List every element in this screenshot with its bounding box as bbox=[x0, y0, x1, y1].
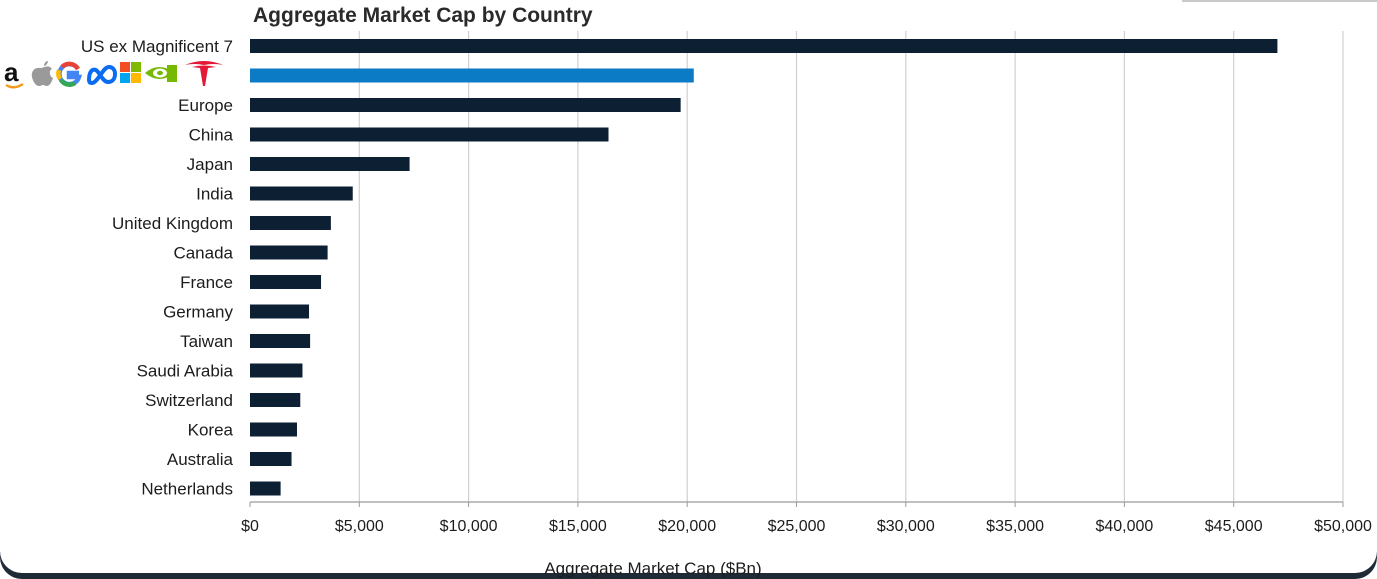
category-label: India bbox=[196, 185, 233, 204]
bar bbox=[250, 422, 297, 437]
category-label: France bbox=[180, 273, 233, 292]
category-label: China bbox=[189, 126, 234, 145]
x-tick-label: $40,000 bbox=[1095, 518, 1153, 535]
x-axis-title: Aggregate Market Cap ($Bn) bbox=[544, 559, 761, 578]
category-label: Netherlands bbox=[141, 480, 233, 499]
category-label: US ex Magnificent 7 bbox=[81, 37, 233, 56]
category-label: Switzerland bbox=[145, 391, 233, 410]
x-tick-label: $15,000 bbox=[549, 518, 607, 535]
top-edge-bar bbox=[1182, 0, 1377, 2]
bar bbox=[250, 393, 301, 407]
bar bbox=[250, 363, 303, 378]
x-tick-label: $50,000 bbox=[1314, 518, 1372, 535]
category-label: Europe bbox=[178, 96, 233, 115]
bar bbox=[250, 275, 322, 289]
meta-logo bbox=[86, 64, 118, 86]
x-axis-ticks: $0 $5,000 $10,000 $15,000 $20,000 $25,000 $30,… bbox=[241, 502, 1372, 535]
category-label: Saudi Arabia bbox=[137, 362, 234, 381]
bar bbox=[250, 216, 331, 230]
bars bbox=[250, 39, 1278, 496]
category-label: Taiwan bbox=[180, 332, 233, 351]
tesla-logo bbox=[185, 61, 223, 86]
x-tick-label: $20,000 bbox=[658, 518, 716, 535]
bar bbox=[250, 481, 281, 496]
category-label: Australia bbox=[167, 450, 234, 469]
microsoft-logo bbox=[120, 62, 141, 83]
category-label: Japan bbox=[187, 155, 233, 174]
x-tick-label: $25,000 bbox=[768, 518, 826, 535]
x-tick-label: $45,000 bbox=[1205, 518, 1263, 535]
chart-title: Aggregate Market Cap by Country bbox=[253, 4, 593, 27]
bar bbox=[250, 39, 1278, 53]
category-label: Germany bbox=[163, 303, 233, 322]
nvidia-logo bbox=[145, 65, 177, 82]
bar bbox=[250, 452, 292, 466]
magnificent-7-logos: a bbox=[4, 57, 223, 89]
apple-logo bbox=[31, 61, 53, 86]
bar bbox=[250, 68, 694, 83]
category-label: United Kingdom bbox=[112, 214, 233, 233]
amazon-logo: a bbox=[4, 57, 24, 89]
x-tick-label: $0 bbox=[241, 518, 259, 535]
svg-text:a: a bbox=[4, 57, 19, 87]
category-label: Canada bbox=[173, 244, 233, 263]
bar bbox=[250, 304, 310, 319]
bar bbox=[250, 334, 311, 348]
x-tick-label: $30,000 bbox=[877, 518, 935, 535]
category-label: Korea bbox=[188, 421, 234, 440]
bar bbox=[250, 98, 681, 112]
x-tick-label: $5,000 bbox=[335, 518, 384, 535]
bar bbox=[250, 186, 353, 201]
x-tick-label: $35,000 bbox=[986, 518, 1044, 535]
bar bbox=[250, 245, 328, 260]
category-labels: US ex Magnificent 7 Europe China Japan India… bbox=[81, 37, 234, 499]
x-tick-label: $10,000 bbox=[440, 518, 498, 535]
bar bbox=[250, 157, 410, 171]
google-logo bbox=[56, 61, 83, 87]
bar bbox=[250, 127, 609, 142]
